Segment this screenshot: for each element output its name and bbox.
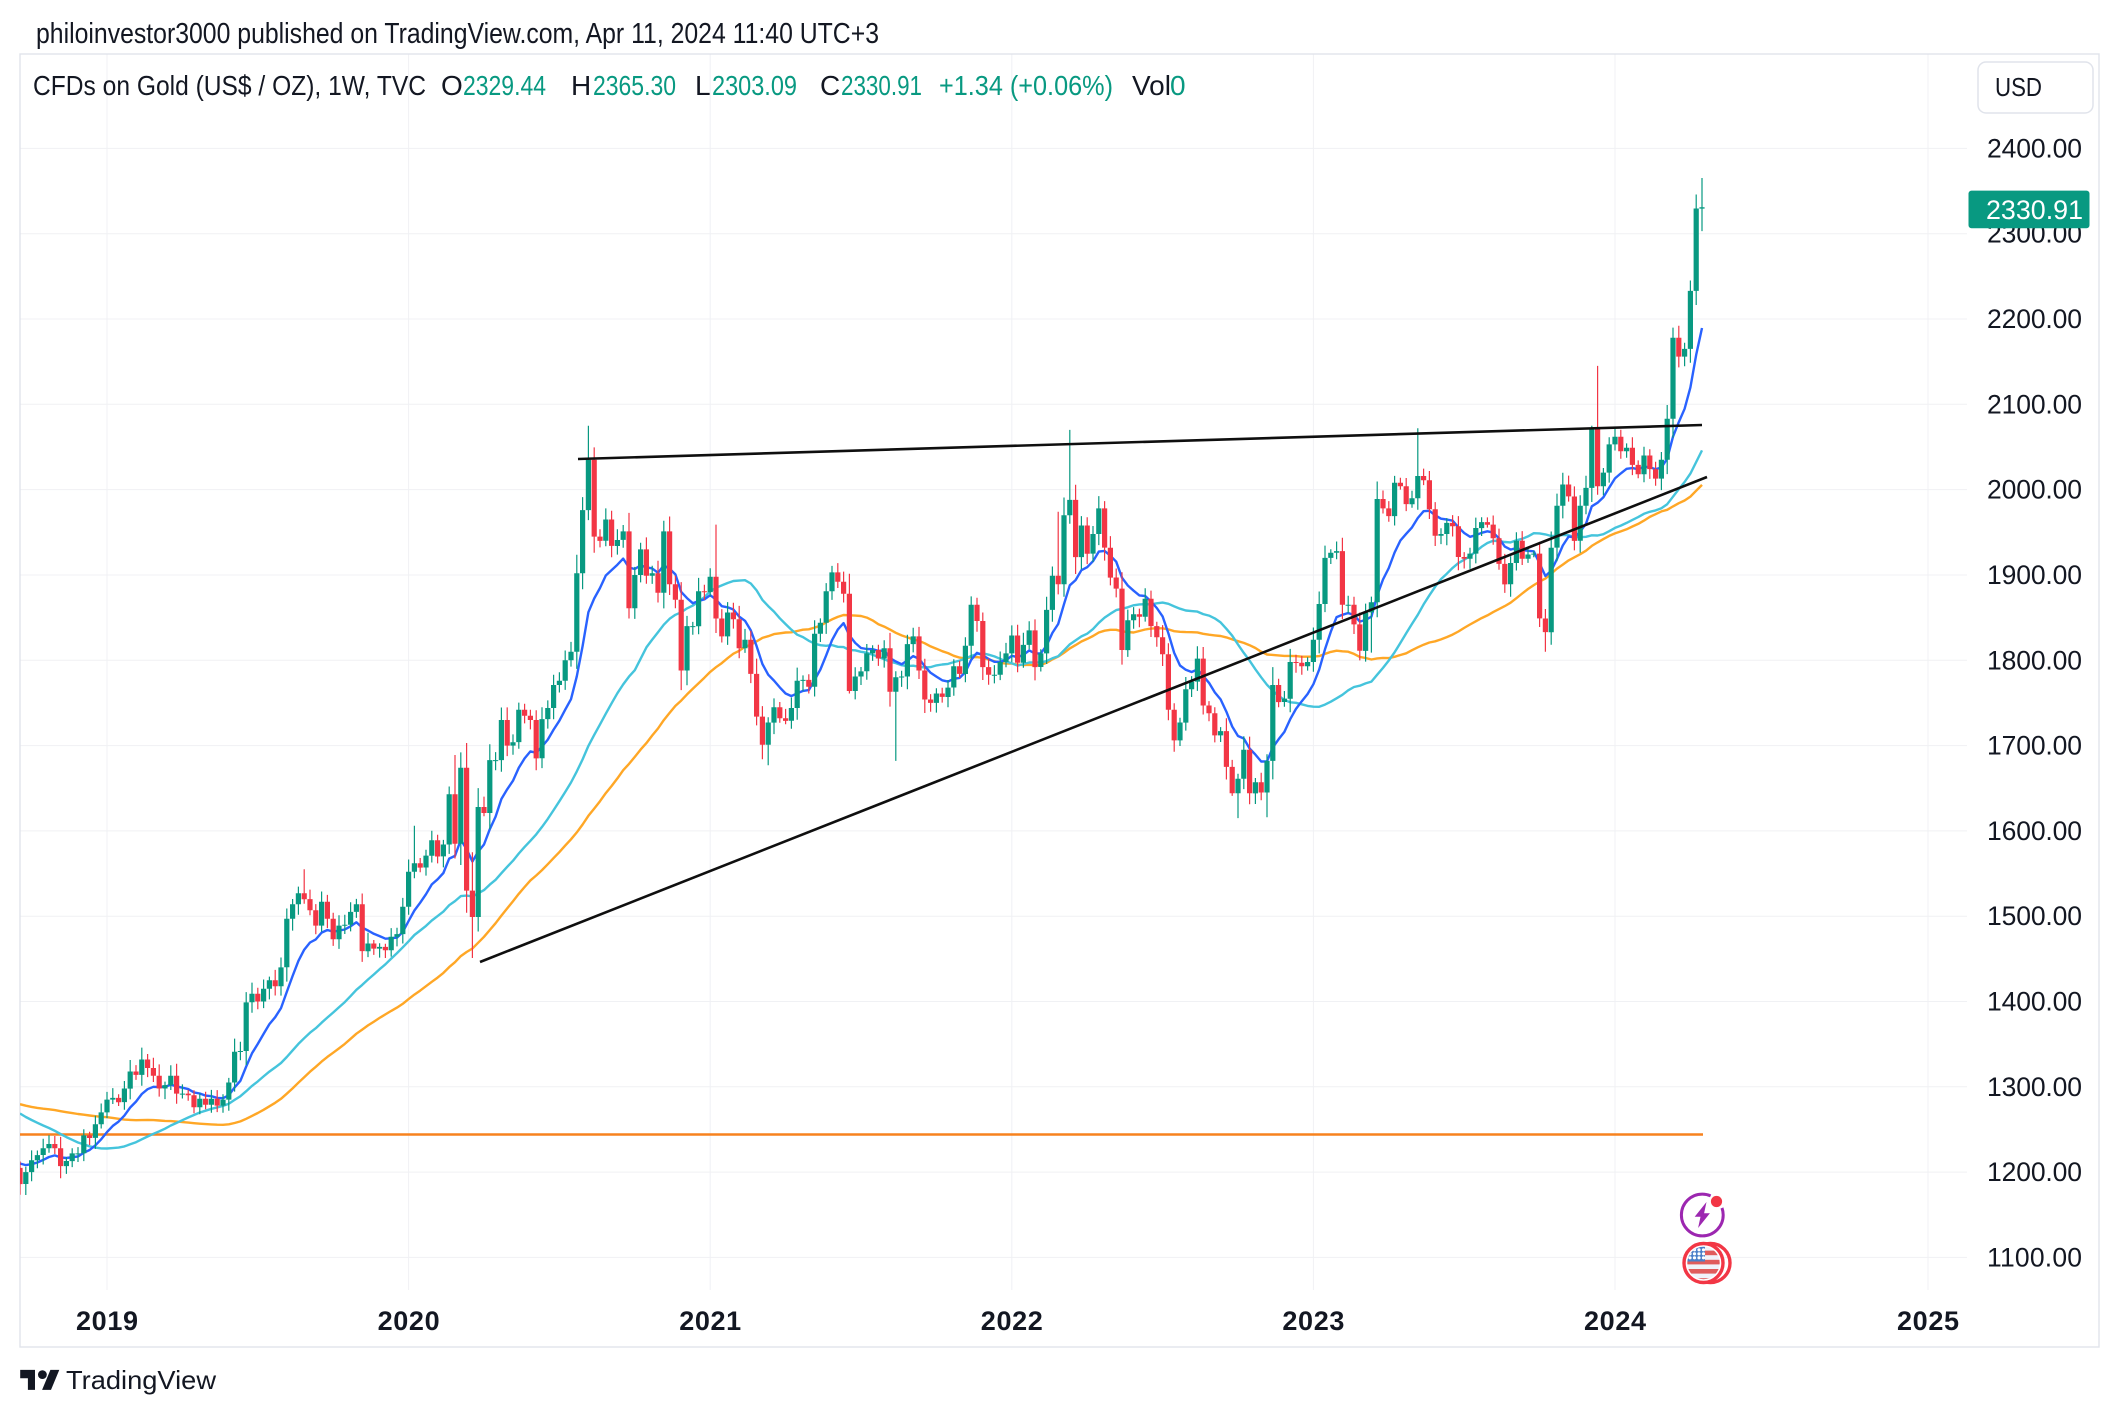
svg-text:1900.00: 1900.00 <box>1987 560 2082 590</box>
svg-text:2330.91: 2330.91 <box>841 70 922 101</box>
svg-text:1100.00: 1100.00 <box>1987 1242 2082 1272</box>
svg-text:2200.00: 2200.00 <box>1987 304 2082 334</box>
svg-text:2023: 2023 <box>1282 1306 1344 1336</box>
svg-text:CFDs on Gold (US$ / OZ), 1W, T: CFDs on Gold (US$ / OZ), 1W, TVC <box>33 70 426 101</box>
svg-text:1300.00: 1300.00 <box>1987 1072 2082 1102</box>
svg-text:2021: 2021 <box>679 1306 741 1336</box>
svg-text:Vol: Vol <box>1132 70 1171 101</box>
svg-text:2000.00: 2000.00 <box>1987 475 2082 505</box>
svg-text:1400.00: 1400.00 <box>1987 987 2082 1017</box>
svg-text:H: H <box>571 70 591 101</box>
svg-text:+1.34 (+0.06%): +1.34 (+0.06%) <box>939 70 1113 101</box>
svg-text:2400.00: 2400.00 <box>1987 133 2082 163</box>
svg-text:C: C <box>820 70 840 101</box>
svg-text:L: L <box>695 70 711 101</box>
svg-text:2365.30: 2365.30 <box>593 70 676 101</box>
svg-text:1700.00: 1700.00 <box>1987 731 2082 761</box>
svg-text:2022: 2022 <box>981 1306 1043 1336</box>
svg-text:2024: 2024 <box>1584 1306 1646 1336</box>
svg-text:1600.00: 1600.00 <box>1987 816 2082 846</box>
svg-text:2303.09: 2303.09 <box>712 70 797 101</box>
svg-text:2019: 2019 <box>76 1306 138 1336</box>
svg-text:1500.00: 1500.00 <box>1987 901 2082 931</box>
svg-text:0: 0 <box>1170 70 1186 101</box>
svg-text:philoinvestor3000 published on: philoinvestor3000 published on TradingVi… <box>36 18 879 50</box>
svg-text:TradingView: TradingView <box>66 1365 216 1395</box>
svg-text:1200.00: 1200.00 <box>1987 1157 2082 1187</box>
svg-text:2329.44: 2329.44 <box>463 70 546 101</box>
svg-text:2025: 2025 <box>1897 1306 1959 1336</box>
svg-text:2100.00: 2100.00 <box>1987 389 2082 419</box>
svg-text:O: O <box>441 70 463 101</box>
svg-text:1800.00: 1800.00 <box>1987 645 2082 675</box>
svg-text:2020: 2020 <box>378 1306 440 1336</box>
svg-text:USD: USD <box>1995 72 2042 102</box>
svg-text:2330.91: 2330.91 <box>1986 195 2083 225</box>
